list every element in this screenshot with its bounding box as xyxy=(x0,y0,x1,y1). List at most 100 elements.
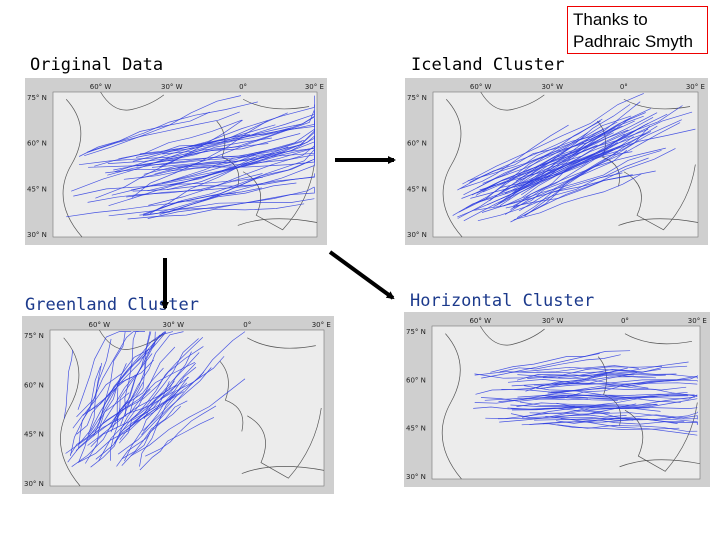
storm-track xyxy=(129,331,156,413)
storm-track xyxy=(78,111,211,157)
storm-track xyxy=(127,203,305,220)
storm-track xyxy=(462,93,644,185)
lat-label: 75° N xyxy=(407,94,427,102)
lat-label: 60° N xyxy=(406,376,426,384)
arrow xyxy=(328,250,395,300)
storm-track xyxy=(489,127,616,201)
storm-track xyxy=(78,365,101,449)
storm-track xyxy=(86,101,258,153)
storm-track xyxy=(157,159,312,210)
storm-track xyxy=(482,129,629,193)
coastline xyxy=(441,333,462,480)
lon-label: 30° W xyxy=(161,83,183,91)
coastline xyxy=(242,164,315,231)
coastline xyxy=(247,337,316,349)
storm-track xyxy=(517,394,698,400)
storm-track xyxy=(142,187,315,217)
storm-track xyxy=(126,173,315,198)
credit-box: Thanks to Padhraic Smyth xyxy=(567,6,708,54)
lon-label: 60° W xyxy=(89,321,111,329)
lon-label: 0° xyxy=(243,321,251,329)
map-plot xyxy=(49,329,325,487)
storm-track xyxy=(67,374,136,463)
storm-track xyxy=(474,365,639,376)
coastline xyxy=(99,329,166,350)
map-panel: 60° W 30° W 0° 30° E 75° N 60° N 45° N 30° N xyxy=(405,78,708,245)
map-panel: 60° W 30° W 0° 30° E 75° N 60° N 45° N 30° N xyxy=(22,316,334,494)
storm-track xyxy=(147,120,315,192)
storm-track xyxy=(116,371,205,467)
coastline xyxy=(624,333,693,345)
storm-track xyxy=(560,414,698,421)
storm-track xyxy=(512,151,619,209)
storm-track xyxy=(120,331,151,425)
lat-label: 30° N xyxy=(27,231,47,239)
storm-track xyxy=(556,402,661,412)
storm-track xyxy=(476,115,644,189)
storm-track xyxy=(95,119,243,199)
storm-track xyxy=(117,353,153,422)
storm-track xyxy=(529,398,698,414)
coastline xyxy=(241,466,325,474)
storm-track xyxy=(140,109,315,179)
storm-track xyxy=(117,367,212,455)
storm-track xyxy=(516,366,663,381)
storm-track xyxy=(557,424,698,432)
storm-track xyxy=(536,375,698,390)
storm-track xyxy=(130,141,315,191)
map-plot xyxy=(431,325,701,480)
lon-label: 30° E xyxy=(305,83,324,91)
lon-label: 0° xyxy=(239,83,247,91)
storm-track xyxy=(118,133,251,160)
coastline xyxy=(219,360,244,432)
storm-track xyxy=(499,403,637,423)
storm-track xyxy=(516,394,669,407)
storm-track xyxy=(474,373,634,379)
storm-track xyxy=(504,125,658,215)
storm-track xyxy=(77,331,132,410)
storm-track xyxy=(497,116,654,205)
coastline xyxy=(618,218,699,226)
lat-label: 60° N xyxy=(27,140,47,148)
storm-track xyxy=(505,170,656,209)
coastline xyxy=(480,91,545,111)
storm-track xyxy=(499,354,621,373)
storm-track xyxy=(481,350,631,379)
storm-track xyxy=(497,416,678,424)
lat-label: 60° N xyxy=(24,381,44,389)
storm-track xyxy=(463,131,652,222)
coastline xyxy=(100,91,165,111)
storm-track xyxy=(114,331,184,422)
panel-title: Iceland Cluster xyxy=(411,55,565,75)
storm-track xyxy=(480,397,588,402)
lon-label: 60° W xyxy=(470,83,492,91)
lat-label: 45° N xyxy=(27,185,47,193)
storm-track xyxy=(523,385,681,403)
coastline xyxy=(242,98,310,110)
coastline xyxy=(597,120,620,187)
coastline xyxy=(623,98,691,110)
storm-track xyxy=(113,376,190,444)
storm-track xyxy=(513,173,642,221)
storm-track xyxy=(558,368,661,378)
storm-track xyxy=(65,384,177,454)
storm-track xyxy=(78,143,269,166)
storm-track xyxy=(516,104,631,185)
lon-label: 30° W xyxy=(542,317,564,325)
panel-title: Greenland Cluster xyxy=(25,295,199,315)
lon-label: 0° xyxy=(620,83,628,91)
storm-track xyxy=(143,352,200,419)
storm-track xyxy=(145,405,217,457)
coastline xyxy=(442,99,463,238)
storm-track xyxy=(87,111,240,153)
storm-track xyxy=(498,391,688,402)
storm-track xyxy=(63,349,74,419)
storm-track xyxy=(507,379,698,385)
lon-label: 0° xyxy=(621,317,629,325)
storm-track xyxy=(130,378,246,457)
storm-track xyxy=(139,182,297,216)
storm-track xyxy=(551,374,666,385)
storm-track xyxy=(460,124,569,189)
storm-track xyxy=(148,145,315,206)
storm-track xyxy=(71,382,144,467)
